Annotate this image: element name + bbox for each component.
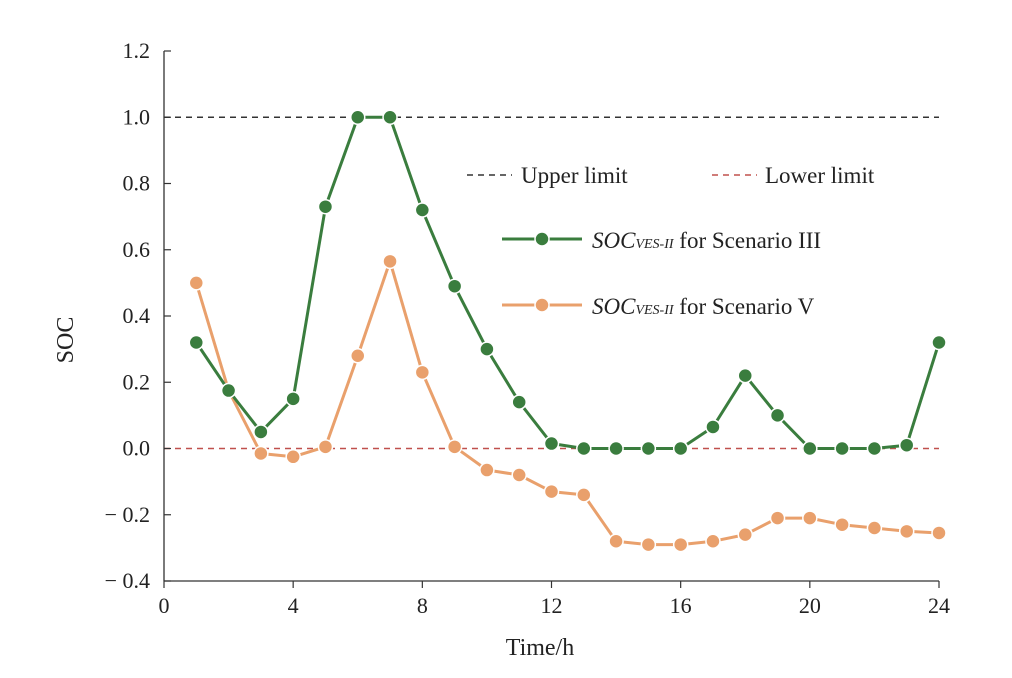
legend-scenario-iii-label: SOCVES-II for Scenario III: [592, 228, 821, 253]
legend-lower-limit-label: Lower limit: [765, 163, 875, 188]
data-point-scenario-v: [350, 348, 366, 364]
data-point-scenario-v: [802, 510, 818, 526]
axes: − 0.4 − 0.2 0.0 0.2 0.4 0.6 0.8 1.0 1.2 0 4 8 12 16 20…: [105, 38, 950, 618]
data-point-scenario-iii: [672, 440, 689, 457]
data-point-scenario-v: [511, 467, 527, 483]
data-point-scenario-iii: [898, 437, 915, 453]
x-tick-label: 16: [670, 593, 692, 618]
x-tick-label: 24: [928, 593, 950, 618]
y-tick-label: − 0.2: [105, 502, 150, 527]
data-point-scenario-iii: [285, 391, 301, 407]
data-point-scenario-v: [253, 445, 269, 462]
data-point-scenario-iii: [253, 424, 269, 440]
data-point-scenario-v: [866, 520, 883, 536]
data-point-scenario-iii: [350, 109, 366, 125]
series-scenario-v: [188, 253, 947, 553]
data-point-scenario-iii: [608, 440, 624, 457]
data-point-scenario-v: [931, 525, 947, 541]
data-point-scenario-iii: [382, 109, 398, 125]
data-point-scenario-iii: [640, 440, 657, 457]
data-point-scenario-iii: [576, 440, 592, 457]
y-tick-label: 1.2: [123, 38, 151, 63]
data-point-scenario-iii: [931, 334, 947, 351]
x-tick-label: 4: [288, 593, 299, 618]
legend-scenario-iii-marker: [534, 231, 550, 247]
data-point-scenario-v: [446, 439, 463, 455]
data-point-scenario-v: [640, 536, 657, 553]
y-tick-label: − 0.4: [105, 568, 150, 593]
data-point-scenario-v: [672, 536, 689, 553]
y-axis-title: SOC: [53, 317, 79, 364]
data-point-scenario-iii: [511, 394, 527, 410]
data-point-scenario-iii: [479, 341, 495, 357]
data-point-scenario-v: [737, 526, 753, 543]
series-layer: [188, 109, 947, 553]
series-scenario-iii: [188, 109, 947, 457]
data-point-scenario-v: [414, 364, 431, 381]
legend-scenario-v-marker: [534, 297, 550, 313]
y-tick-label: 0.6: [123, 237, 151, 262]
data-point-scenario-iii: [317, 198, 334, 215]
legend: Upper limit Lower limit SOCVES-II for Sc…: [467, 163, 875, 319]
data-point-scenario-v: [769, 510, 786, 526]
x-tick-label: 20: [799, 593, 821, 618]
data-point-scenario-iii: [220, 382, 237, 399]
data-point-scenario-iii: [834, 440, 850, 457]
data-point-scenario-iii: [802, 440, 818, 457]
y-tick-label: 0.0: [123, 436, 151, 461]
data-point-scenario-v: [543, 483, 560, 500]
data-point-scenario-v: [317, 439, 334, 455]
data-point-scenario-iii: [737, 367, 753, 384]
x-tick-label: 8: [417, 593, 428, 618]
data-point-scenario-iii: [705, 419, 721, 435]
data-point-scenario-iii: [866, 440, 883, 457]
legend-upper-limit-label: Upper limit: [521, 163, 628, 188]
data-point-scenario-v: [479, 462, 495, 478]
y-tick-label: 1.0: [123, 104, 151, 129]
data-point-scenario-v: [576, 487, 592, 503]
legend-scenario-v-label: SOCVES-II for Scenario V: [592, 294, 815, 319]
data-point-scenario-iii: [446, 278, 463, 294]
data-point-scenario-v: [608, 533, 624, 549]
x-tick-label: 12: [541, 593, 563, 618]
data-point-scenario-iii: [769, 407, 786, 424]
data-point-scenario-v: [382, 253, 398, 270]
data-point-scenario-v: [834, 516, 850, 533]
data-point-scenario-iii: [414, 202, 431, 218]
y-tick-label: 0.4: [123, 303, 151, 328]
data-point-scenario-v: [705, 533, 721, 549]
y-tick-label: 0.2: [123, 369, 151, 394]
data-point-scenario-v: [188, 275, 205, 291]
data-point-scenario-iii: [543, 435, 560, 452]
data-point-scenario-v: [285, 449, 301, 465]
data-point-scenario-v: [898, 523, 915, 540]
y-tick-label: 0.8: [123, 171, 151, 196]
x-axis-title: Time/h: [506, 635, 574, 661]
x-tick-label: 0: [159, 593, 170, 618]
data-point-scenario-iii: [188, 334, 205, 351]
